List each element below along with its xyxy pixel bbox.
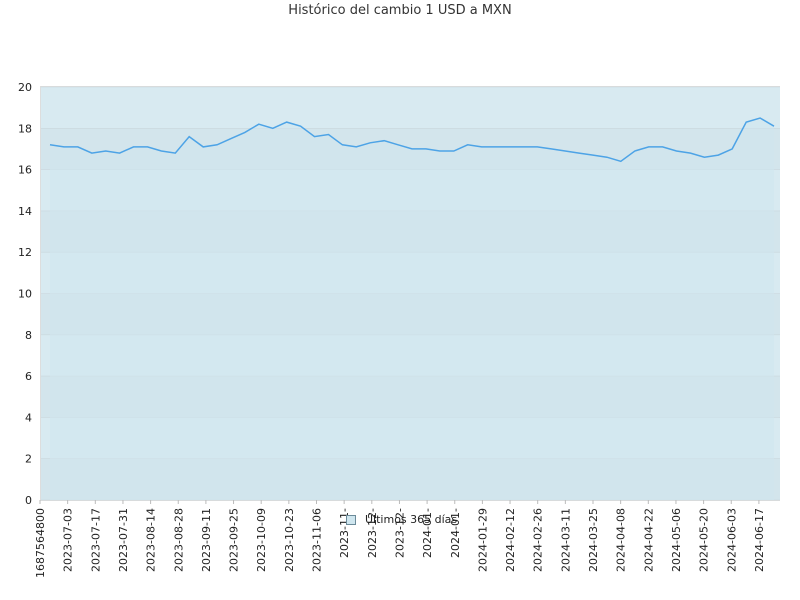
x-tick-label: 2024-02-26: [532, 508, 545, 572]
legend-swatch: [346, 514, 356, 525]
chart-title: Histórico del cambio 1 USD a MXN: [288, 3, 512, 18]
legend-label: Últimos 365 días: [365, 513, 458, 526]
x-tick-label: 2023-07-31: [117, 508, 130, 572]
x-tick-label: 2024-05-20: [698, 508, 711, 572]
x-tick-label: 2024-01-: [449, 508, 462, 558]
x-tick-label: 2023-07-03: [62, 508, 75, 572]
x-tick-label: 2023-10-23: [283, 508, 296, 572]
x-tick-label: 2024-02-12: [504, 508, 517, 572]
x-tick-label: 2024-05-06: [670, 508, 683, 572]
x-tick-label: 2024-04-22: [642, 508, 655, 572]
x-tick-label: 2023-09-25: [228, 508, 241, 572]
series-area: [50, 118, 774, 500]
y-tick-label: 8: [25, 329, 32, 342]
x-tick-label: 2023-11-06: [311, 508, 324, 572]
x-tick-label: 2024-06-03: [725, 508, 738, 572]
y-tick-label: 2: [25, 453, 32, 466]
x-axis: 1687564800 2023-07-03 2023-07-17 2023-07-31…: [34, 500, 766, 578]
x-tick-label: 2023-10-09: [255, 508, 268, 572]
x-tick-label: 2023-08-14: [145, 508, 158, 572]
legend: Últimos 365 días: [346, 513, 457, 526]
background-band: [41, 87, 780, 129]
y-tick-label: 12: [18, 246, 32, 259]
y-tick-label: 4: [25, 411, 32, 424]
y-tick-label: 10: [18, 288, 32, 301]
y-tick-label: 20: [18, 81, 32, 94]
x-tick-label: 2024-03-11: [559, 508, 572, 572]
y-axis: 0 2 4 6 8 10 12 14 16 18 20: [18, 81, 32, 507]
area-layer: [49, 117, 775, 500]
x-tick-label: 2024-06-17: [753, 508, 766, 572]
x-tick-label: 2024-01-: [421, 508, 434, 558]
x-tick-label: 1687564800: [34, 508, 47, 578]
y-tick-label: 6: [25, 370, 32, 383]
y-tick-label: 16: [18, 164, 32, 177]
x-tick-label: 2023-09-11: [200, 508, 213, 572]
x-tick-label: 2023-08-28: [172, 508, 185, 572]
x-tick-label: 2023-12-: [366, 508, 379, 558]
series-line: [49, 117, 775, 163]
y-tick-label: 14: [18, 205, 32, 218]
y-tick-label: 18: [18, 122, 32, 135]
x-tick-label: 2023-07-17: [89, 508, 102, 572]
x-tick-label: 2024-01-29: [476, 508, 489, 572]
x-tick-label: 2024-03-25: [587, 508, 600, 572]
x-tick-label: 2024-04-08: [615, 508, 628, 572]
x-tick-label: 2023-12-: [393, 508, 406, 558]
y-tick-label: 0: [25, 494, 32, 507]
